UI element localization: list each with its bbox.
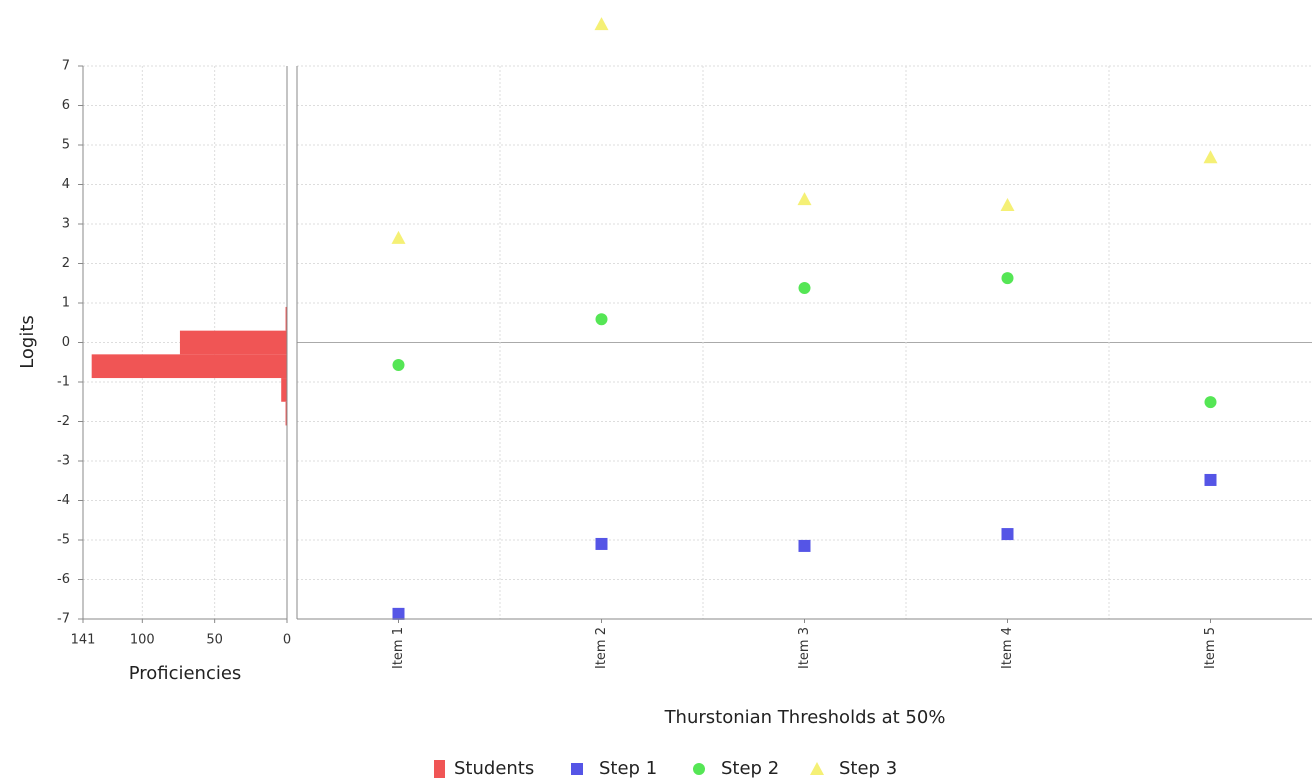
x-tick-label: Item 5 bbox=[1203, 627, 1218, 669]
y-tick-label: 1 bbox=[62, 296, 70, 311]
histogram-bar bbox=[285, 401, 287, 426]
x-tick-label: Item 2 bbox=[594, 627, 609, 669]
y-tick-label: 5 bbox=[62, 138, 70, 153]
x-axis-label: Thurstonian Thresholds at 50% bbox=[664, 707, 946, 728]
point bbox=[797, 192, 812, 206]
x-tick-label: Item 3 bbox=[797, 627, 812, 669]
legend-marker bbox=[810, 762, 824, 775]
x-tick-label: 141 bbox=[71, 633, 96, 648]
legend-marker bbox=[571, 763, 583, 775]
point bbox=[595, 313, 608, 326]
point bbox=[798, 281, 811, 294]
x-tick-label: Item 1 bbox=[391, 627, 406, 669]
point bbox=[1001, 528, 1014, 541]
x-tick-label: Item 4 bbox=[1000, 627, 1015, 669]
point bbox=[595, 537, 608, 550]
point bbox=[392, 607, 405, 620]
legend-label: Step 1 bbox=[599, 758, 657, 779]
y-tick-label: 4 bbox=[62, 177, 70, 192]
histogram-bar bbox=[285, 306, 287, 331]
y-tick-label: 6 bbox=[62, 98, 70, 113]
x-tick-label: 0 bbox=[283, 633, 291, 648]
y-tick-label: 3 bbox=[62, 217, 70, 232]
legend-label: Step 3 bbox=[839, 758, 897, 779]
y-tick-label: -7 bbox=[57, 612, 70, 627]
y-tick-label: -4 bbox=[57, 493, 70, 508]
y-tick-label: -1 bbox=[57, 375, 70, 390]
histogram-bar bbox=[281, 378, 287, 402]
point bbox=[1001, 272, 1014, 285]
legend-swatch bbox=[434, 760, 445, 778]
y-tick-label: -6 bbox=[57, 572, 70, 587]
y-tick-label: 0 bbox=[62, 335, 70, 350]
legend-label: Students bbox=[454, 758, 534, 779]
point bbox=[391, 230, 406, 244]
point bbox=[392, 359, 405, 372]
x-axis-label: Proficiencies bbox=[129, 663, 242, 684]
x-tick-label: 50 bbox=[206, 633, 223, 648]
histogram-bar bbox=[179, 330, 287, 355]
legend-marker bbox=[693, 763, 705, 775]
y-tick-label: 7 bbox=[62, 59, 70, 74]
y-tick-label: -3 bbox=[57, 454, 70, 469]
point bbox=[594, 17, 609, 31]
point bbox=[1203, 150, 1218, 164]
legend-label: Step 2 bbox=[721, 758, 779, 779]
x-tick-label: 100 bbox=[130, 633, 155, 648]
y-axis-label: Logits bbox=[17, 315, 38, 369]
point bbox=[1204, 473, 1217, 486]
histogram-bar bbox=[91, 354, 288, 379]
y-tick-label: -2 bbox=[57, 414, 70, 429]
point bbox=[798, 539, 811, 552]
point bbox=[1000, 198, 1015, 212]
y-tick-label: 2 bbox=[62, 256, 70, 271]
y-tick-label: -5 bbox=[57, 533, 70, 548]
point bbox=[1204, 396, 1217, 409]
